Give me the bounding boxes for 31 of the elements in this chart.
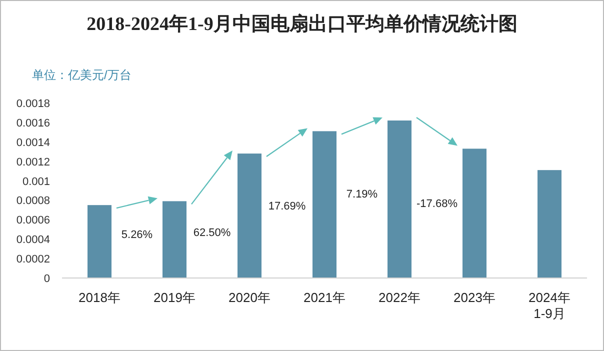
bar <box>88 205 112 278</box>
y-tick-label: 0.0002 <box>16 254 50 266</box>
annotation: -17.68% <box>416 198 458 210</box>
y-tick-label: 0.001 <box>22 176 50 188</box>
bar <box>388 120 412 278</box>
y-tick-label: 0.0006 <box>16 214 50 227</box>
annotation: 17.69% <box>268 200 306 213</box>
annotation: 62.50% <box>193 226 231 239</box>
bar <box>238 154 262 278</box>
x-tick-label: 2020年 <box>228 290 270 305</box>
y-tick-label: 0.0004 <box>16 234 50 246</box>
x-tick-label: 2018年 <box>78 290 120 305</box>
y-axis-title: 单位：亿美元/万台 <box>32 68 132 82</box>
chart-title: 2018-2024年1-9月中国电扇出口平均单价情况统计图 <box>86 13 518 35</box>
x-tick-label: 2021年 <box>304 290 346 305</box>
x-tick-label: 2024年1-9月 <box>528 290 570 321</box>
x-tick-label: 2019年 <box>154 290 196 305</box>
y-tick-label: 0.0008 <box>16 195 50 208</box>
bar <box>462 148 486 278</box>
y-tick-label: 0.0016 <box>16 117 50 130</box>
y-tick-label: 0.0014 <box>16 136 50 149</box>
bar <box>538 170 562 278</box>
bar <box>162 201 186 278</box>
x-tick-label: 2022年 <box>378 290 420 305</box>
annotation: 5.26% <box>121 228 153 241</box>
y-tick-label: 0.0012 <box>16 156 50 168</box>
x-tick-label: 2023年 <box>454 290 496 305</box>
y-tick-label: 0 <box>44 273 50 285</box>
y-tick-label: 0.0018 <box>16 98 50 110</box>
annotation: 7.19% <box>346 188 378 200</box>
bar <box>312 131 336 278</box>
